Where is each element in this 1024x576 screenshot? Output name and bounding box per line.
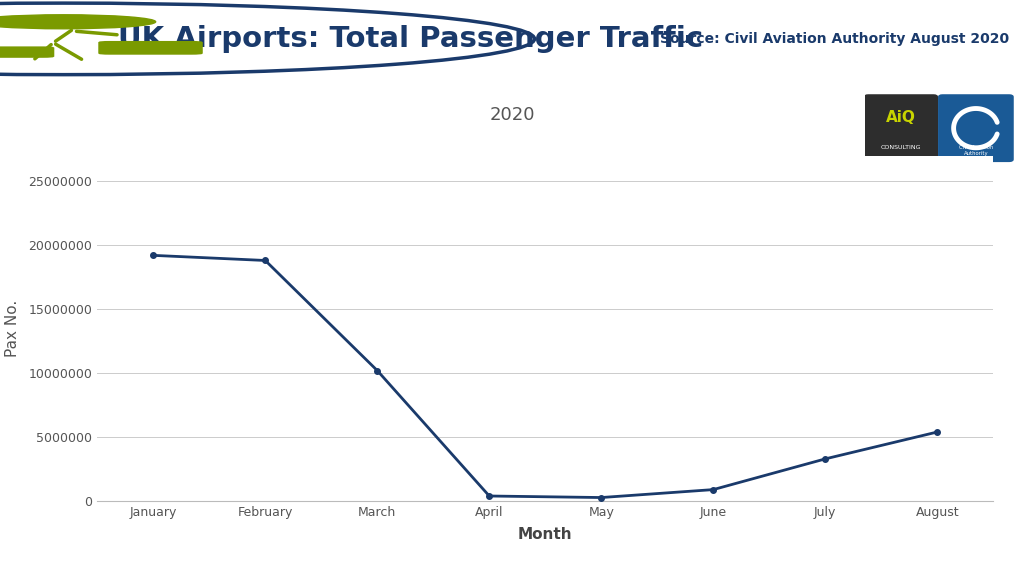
FancyBboxPatch shape	[938, 94, 1014, 162]
FancyBboxPatch shape	[0, 47, 53, 57]
Text: AiQ: AiQ	[886, 110, 915, 125]
Text: UK Airports: Total Passenger Traffic: UK Airports: Total Passenger Traffic	[118, 25, 702, 53]
Circle shape	[0, 15, 156, 29]
Text: CONSULTING: CONSULTING	[881, 145, 922, 150]
FancyBboxPatch shape	[99, 42, 202, 54]
Text: Civil Aviation
Authority: Civil Aviation Authority	[958, 145, 993, 156]
X-axis label: Month: Month	[518, 527, 572, 543]
Circle shape	[0, 3, 535, 75]
FancyBboxPatch shape	[864, 94, 938, 162]
Text: 2020: 2020	[489, 106, 535, 124]
Text: Source: Civil Aviation Authority August 2020: Source: Civil Aviation Authority August …	[659, 32, 1009, 46]
Y-axis label: Pax No.: Pax No.	[5, 300, 20, 357]
